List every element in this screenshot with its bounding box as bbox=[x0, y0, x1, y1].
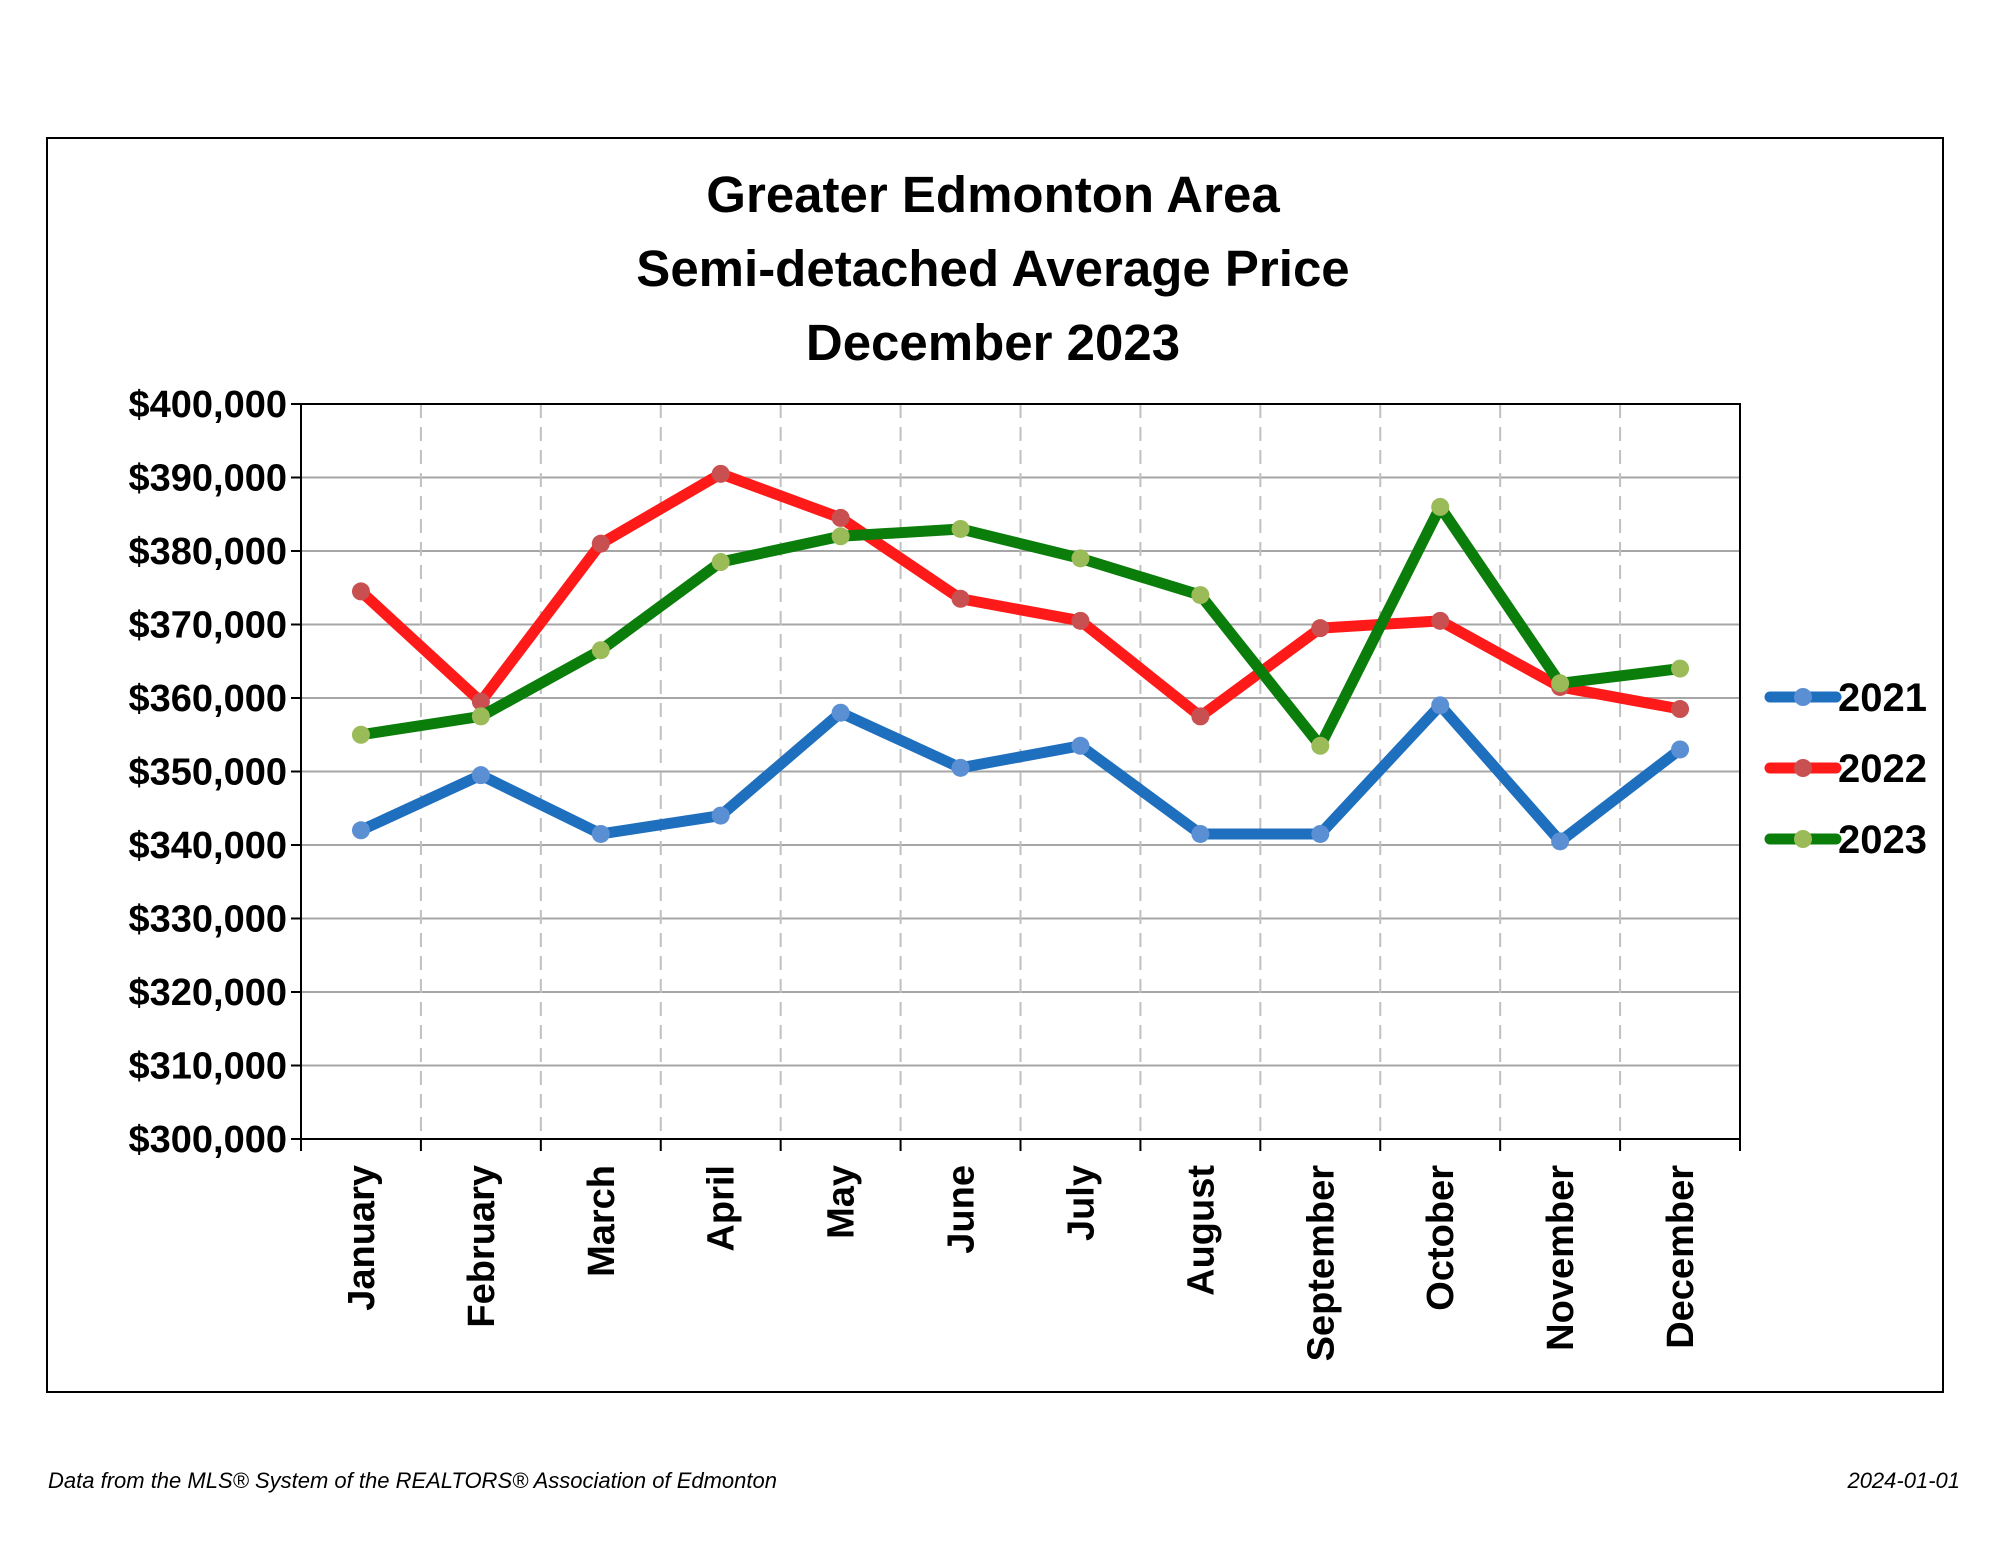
legend-label: 2022 bbox=[1838, 747, 1927, 791]
legend-label: 2021 bbox=[1838, 676, 1927, 720]
data-point-2021 bbox=[1431, 696, 1450, 715]
y-tick-label: $380,000 bbox=[129, 531, 288, 573]
chart-title-line-2: Semi-detached Average Price bbox=[636, 240, 1349, 297]
data-point-2023 bbox=[351, 725, 370, 744]
legend-item-2021: 2021 bbox=[1764, 676, 1927, 720]
x-tick-label: September bbox=[1300, 1165, 1342, 1362]
data-point-2021 bbox=[1551, 832, 1570, 851]
x-tick-label: April bbox=[701, 1165, 743, 1252]
legend-marker bbox=[1794, 688, 1812, 706]
y-tick-label: $370,000 bbox=[129, 605, 288, 647]
data-point-2021 bbox=[1071, 736, 1090, 755]
source-note: Data from the MLS® System of the REALTOR… bbox=[48, 1468, 777, 1493]
y-tick-label: $360,000 bbox=[129, 678, 288, 720]
legend-label: 2023 bbox=[1838, 818, 1927, 862]
axes bbox=[291, 403, 1741, 1151]
x-tick-label: August bbox=[1180, 1165, 1222, 1296]
series-line-2021 bbox=[355, 699, 1686, 847]
data-point-2022 bbox=[591, 534, 610, 553]
data-point-2021 bbox=[951, 758, 970, 777]
data-point-2023 bbox=[1671, 659, 1690, 678]
data-point-2022 bbox=[1071, 611, 1090, 630]
data-point-2021 bbox=[1671, 740, 1690, 759]
x-tick-label: May bbox=[821, 1165, 863, 1239]
y-tick-label: $340,000 bbox=[129, 825, 288, 867]
x-tick-label: October bbox=[1420, 1165, 1462, 1311]
data-point-2023 bbox=[1551, 674, 1570, 693]
data-point-2023 bbox=[831, 527, 850, 546]
legend-item-2022: 2022 bbox=[1764, 747, 1927, 791]
series-2021 bbox=[351, 696, 1690, 851]
y-tick-label: $330,000 bbox=[129, 899, 288, 941]
grid bbox=[301, 403, 1740, 1140]
series-2022 bbox=[351, 464, 1690, 726]
y-tick-label: $310,000 bbox=[129, 1046, 288, 1088]
data-point-2023 bbox=[711, 553, 730, 572]
x-tick-label: July bbox=[1060, 1165, 1102, 1241]
x-tick-label: February bbox=[461, 1165, 503, 1328]
data-point-2023 bbox=[1191, 586, 1210, 605]
legend: 2021 2022 2023 bbox=[1764, 676, 1927, 862]
y-tick-label: $350,000 bbox=[129, 752, 288, 794]
line-chart: Greater Edmonton Area Semi-detached Avera… bbox=[129, 166, 1927, 1362]
legend-marker bbox=[1794, 830, 1812, 848]
data-point-2022 bbox=[1191, 707, 1210, 726]
series-2023 bbox=[351, 497, 1690, 755]
legend-marker bbox=[1794, 759, 1812, 777]
data-point-2021 bbox=[711, 806, 730, 825]
data-point-2023 bbox=[951, 519, 970, 538]
chart-title: Greater Edmonton Area Semi-detached Avera… bbox=[636, 166, 1349, 371]
x-tick-label: March bbox=[581, 1165, 623, 1277]
data-point-2023 bbox=[1431, 497, 1450, 516]
series bbox=[351, 464, 1690, 851]
chart-title-line-1: Greater Edmonton Area bbox=[706, 166, 1280, 223]
data-point-2023 bbox=[1311, 736, 1330, 755]
data-point-2022 bbox=[471, 692, 490, 711]
y-tick-labels: $300,000 $310,000 $320,000 $330,000 $340,000… bbox=[129, 384, 288, 1161]
data-point-2021 bbox=[591, 824, 610, 843]
legend-item-2023: 2023 bbox=[1764, 818, 1927, 862]
data-point-2021 bbox=[831, 703, 850, 722]
data-point-2021 bbox=[471, 766, 490, 785]
data-point-2022 bbox=[711, 464, 730, 483]
data-point-2023 bbox=[1071, 549, 1090, 568]
data-point-2022 bbox=[1671, 700, 1690, 719]
data-point-2021 bbox=[351, 821, 370, 840]
x-tick-label: November bbox=[1540, 1165, 1582, 1351]
x-tick-labels: January February March April May June July Augu… bbox=[341, 1165, 1702, 1362]
data-point-2021 bbox=[1311, 824, 1330, 843]
data-point-2022 bbox=[951, 589, 970, 608]
data-point-2022 bbox=[1431, 611, 1450, 630]
y-tick-label: $320,000 bbox=[129, 972, 288, 1014]
series-line-2023 bbox=[355, 501, 1686, 752]
data-point-2022 bbox=[351, 582, 370, 601]
data-point-2023 bbox=[591, 641, 610, 660]
series-line-2022 bbox=[355, 468, 1686, 722]
y-tick-label: $300,000 bbox=[129, 1119, 288, 1161]
x-tick-label: December bbox=[1660, 1165, 1702, 1349]
data-point-2021 bbox=[1191, 824, 1210, 843]
report-date: 2024-01-01 bbox=[1847, 1468, 1960, 1493]
x-tick-label: June bbox=[941, 1165, 983, 1254]
data-point-2022 bbox=[1311, 619, 1330, 638]
y-tick-label: $400,000 bbox=[129, 384, 288, 426]
chart-frame: Greater Edmonton Area Semi-detached Avera… bbox=[46, 137, 1944, 1393]
chart-title-line-3: December 2023 bbox=[806, 314, 1180, 371]
x-tick-label: January bbox=[341, 1165, 383, 1311]
y-tick-label: $390,000 bbox=[129, 458, 288, 500]
data-point-2023 bbox=[471, 707, 490, 726]
data-point-2022 bbox=[831, 508, 850, 527]
